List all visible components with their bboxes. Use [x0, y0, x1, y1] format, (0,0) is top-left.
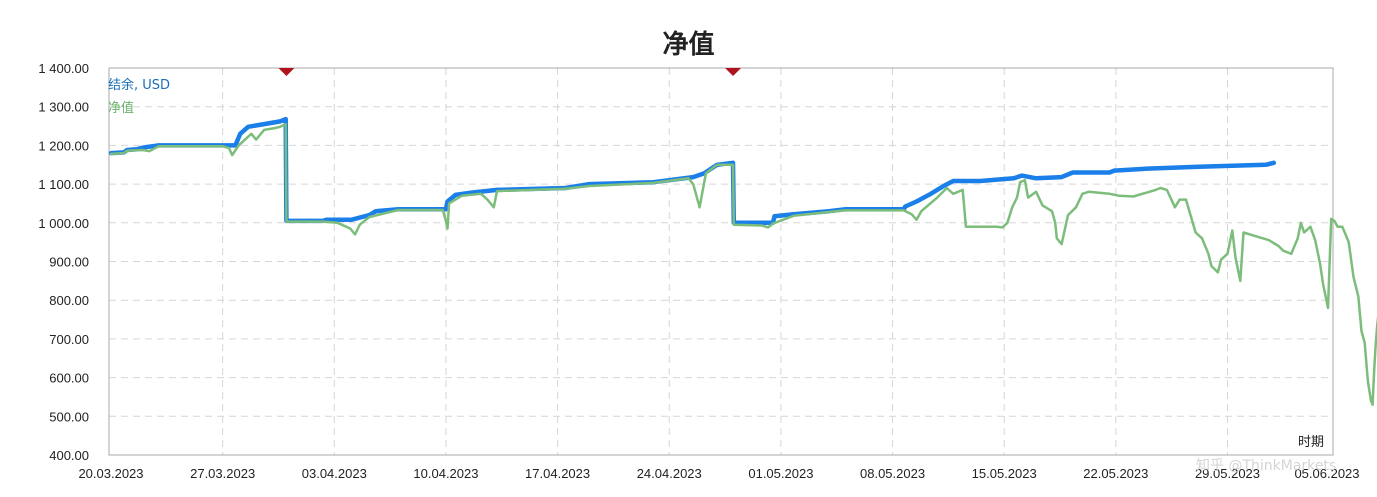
watermark: 知乎 @ThinkMarkets	[1196, 458, 1337, 474]
x-tick-label: 15.05.2023	[972, 466, 1037, 481]
y-axis-ticks: 1 400.00 1 300.00 1 200.00 1 100.00 1 000.00…	[38, 61, 89, 463]
y-tick-label: 1 400.00	[38, 61, 89, 76]
x-tick-label: 27.03.2023	[190, 466, 255, 481]
x-tick-label: 24.04.2023	[637, 466, 702, 481]
x-tick-label: 10.04.2023	[413, 466, 478, 481]
legend-entry: 结余, USD	[108, 77, 170, 93]
x-tick-label: 08.05.2023	[860, 466, 925, 481]
y-tick-label: 500.00	[49, 409, 89, 424]
y-tick-label: 400.00	[49, 448, 89, 463]
y-tick-label: 1 300.00	[38, 100, 89, 115]
x-tick-label: 01.05.2023	[748, 466, 813, 481]
x-axis-ticks: 20.03.2023 27.03.2023 03.04.2023 10.04.2023…	[78, 466, 1359, 481]
deposit-marker-icon	[725, 68, 742, 76]
deposit-marker-icon	[278, 68, 295, 76]
y-tick-label: 700.00	[49, 332, 89, 347]
legend: 结余, USD 净值	[108, 77, 170, 116]
x-tick-label: 20.03.2023	[78, 466, 143, 481]
deposit-markers	[278, 68, 742, 76]
series-lines	[108, 116, 1377, 406]
y-tick-label: 1 200.00	[38, 138, 89, 153]
equity-line	[109, 122, 1377, 406]
grid-lines	[109, 68, 1333, 455]
x-tick-label: 03.04.2023	[302, 466, 367, 481]
x-axis-title: 时期	[1298, 435, 1324, 450]
x-tick-label: 05.06.2023	[1294, 466, 1359, 481]
y-tick-label: 600.00	[49, 371, 89, 386]
chart-title: 净值	[662, 30, 715, 60]
x-tick-label: 29.05.2023	[1195, 466, 1260, 481]
x-tick-label: 17.04.2023	[525, 466, 590, 481]
y-tick-label: 800.00	[49, 293, 89, 308]
legend-entry: 净值	[108, 100, 134, 116]
x-tick-label: 22.05.2023	[1083, 466, 1148, 481]
plot-area-frame	[108, 67, 1334, 456]
y-tick-label: 1 100.00	[38, 177, 89, 192]
y-tick-label: 1 000.00	[38, 216, 89, 231]
y-tick-label: 900.00	[49, 255, 89, 270]
